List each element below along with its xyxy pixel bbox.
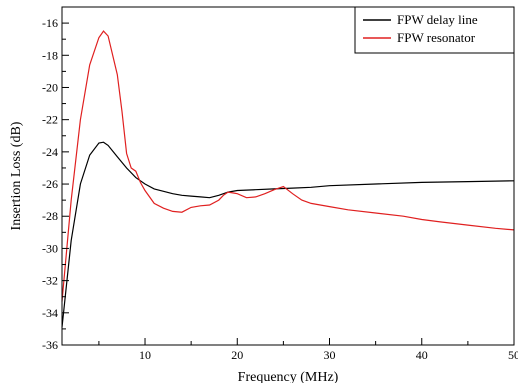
x-tick-label: 30 <box>324 348 336 362</box>
series-line-2 <box>61 30 515 302</box>
legend-box <box>354 6 515 54</box>
y-axis-label: Insertion Loss (dB) <box>9 121 24 230</box>
x-tick-label: 20 <box>231 348 243 362</box>
legend-label: FPW delay line <box>397 12 478 27</box>
series-lines <box>61 30 515 328</box>
y-tick-label: -34 <box>42 306 58 320</box>
series-line-1 <box>61 141 515 328</box>
y-tick-label: -20 <box>42 80 58 94</box>
x-tick-label: 40 <box>416 348 428 362</box>
y-tick-label: -36 <box>42 338 58 352</box>
y-tick-label: -32 <box>42 274 58 288</box>
legend[interactable]: FPW delay line FPW resonator <box>354 6 515 54</box>
y-tick-label: -30 <box>42 241 58 255</box>
legend-label: FPW resonator <box>397 30 476 45</box>
axis-ticks: 10 20 30 40 50 -36 -34 -32 -30 -28 -26 -24 -22 -20 -18… <box>42 6 518 362</box>
x-axis-label: Frequency (MHz) <box>238 370 339 383</box>
y-tick-label: -24 <box>42 145 58 159</box>
y-tick-label: -16 <box>42 16 58 30</box>
y-tick-label: -28 <box>42 209 58 223</box>
y-tick-label: -26 <box>42 177 58 191</box>
y-tick-label: -18 <box>42 48 58 62</box>
x-tick-label: 50 <box>508 348 518 362</box>
x-tick-label: 10 <box>139 348 151 362</box>
plot-frame <box>61 6 515 346</box>
y-tick-label: -22 <box>42 113 58 127</box>
